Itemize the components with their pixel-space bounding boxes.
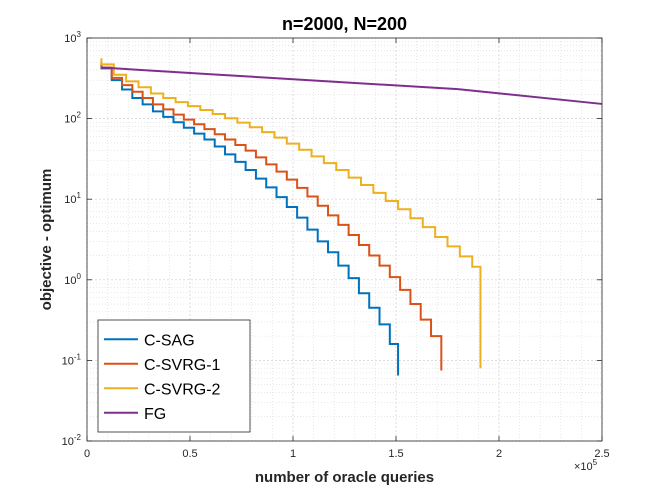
minor-grid (87, 38, 602, 441)
series-line-fg (101, 66, 603, 105)
y-tick-base: 10 (64, 33, 76, 45)
x-tick-label: 1 (290, 448, 296, 460)
series-line-c-svrg-1 (100, 62, 443, 371)
x-axis-exponent-power: 5 (593, 458, 598, 467)
y-tick-exponent: -1 (74, 352, 82, 361)
series-layer (100, 58, 603, 376)
y-tick-exponent: 3 (77, 30, 82, 39)
y-tick-label: 102 (64, 111, 81, 126)
x-axis-exponent: ×105 (574, 458, 598, 473)
series-line-c-svrg-2 (100, 58, 482, 369)
y-tick-base: 10 (62, 436, 74, 448)
y-axis-label: objective - optimum (38, 169, 55, 311)
series-line-c-sag (100, 63, 400, 376)
y-tick-exponent: 2 (77, 111, 82, 120)
x-tick-label: 0.5 (182, 448, 197, 460)
y-tick-base: 10 (62, 355, 74, 367)
legend-label-fg: FG (144, 406, 166, 423)
chart-title: n=2000, N=200 (282, 14, 407, 34)
y-tick-base: 10 (64, 275, 76, 287)
y-tick-exponent: -2 (74, 433, 82, 442)
x-axis-exponent-base: ×10 (574, 461, 593, 473)
legend: C-SAG C-SVRG-1 C-SVRG-2 FG (97, 319, 251, 433)
y-tick-exponent: 1 (77, 191, 82, 200)
y-tick-label: 10-2 (62, 433, 82, 448)
legend-label-c-svrg-1: C-SVRG-1 (144, 357, 221, 374)
plot-box (86, 37, 603, 442)
x-tick-label: 2.5 (594, 448, 609, 460)
x-axis-ticks: 0 0.5 1 1.5 2 2.5 (84, 38, 610, 460)
x-tick-label: 0 (84, 448, 90, 460)
y-tick-label: 101 (64, 191, 81, 206)
x-tick-label: 2 (496, 448, 502, 460)
y-tick-label: 100 (64, 272, 81, 287)
y-tick-base: 10 (64, 194, 76, 206)
legend-label-c-sag: C-SAG (144, 332, 195, 349)
y-tick-label: 103 (64, 30, 81, 45)
y-tick-label: 10-1 (62, 352, 82, 367)
legend-label-c-svrg-2: C-SVRG-2 (144, 381, 221, 398)
x-axis-label: number of oracle queries (255, 469, 434, 486)
y-tick-exponent: 0 (77, 272, 82, 281)
y-tick-base: 10 (64, 114, 76, 126)
x-tick-label: 1.5 (388, 448, 403, 460)
